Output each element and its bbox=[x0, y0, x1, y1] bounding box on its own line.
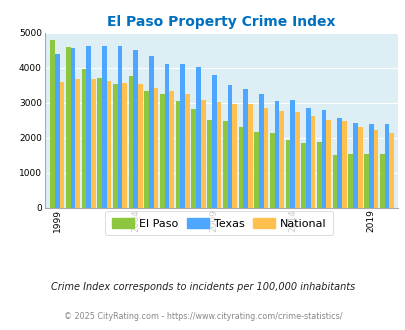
Bar bbox=[285, 140, 290, 208]
Bar bbox=[222, 121, 227, 208]
Bar bbox=[122, 83, 127, 208]
Bar bbox=[169, 91, 174, 208]
Bar bbox=[258, 93, 263, 208]
Bar bbox=[347, 154, 352, 208]
Bar bbox=[97, 79, 102, 208]
Legend: El Paso, Texas, National: El Paso, Texas, National bbox=[105, 211, 332, 235]
Bar bbox=[180, 64, 185, 208]
Bar bbox=[294, 113, 299, 208]
Bar bbox=[263, 108, 268, 208]
Bar bbox=[357, 127, 362, 208]
Bar bbox=[117, 46, 122, 208]
Bar bbox=[326, 120, 330, 208]
Bar bbox=[238, 127, 243, 208]
Bar bbox=[185, 94, 190, 208]
Bar bbox=[227, 85, 232, 208]
Bar bbox=[55, 54, 60, 208]
Bar bbox=[86, 46, 91, 208]
Bar bbox=[341, 121, 346, 208]
Bar bbox=[243, 89, 247, 208]
Bar bbox=[388, 133, 393, 208]
Bar bbox=[373, 130, 377, 208]
Bar bbox=[363, 154, 368, 208]
Bar bbox=[379, 154, 384, 208]
Bar bbox=[368, 124, 373, 208]
Bar bbox=[305, 108, 310, 208]
Bar bbox=[247, 104, 252, 208]
Bar bbox=[144, 91, 149, 208]
Bar bbox=[60, 82, 64, 208]
Text: Crime Index corresponds to incidents per 100,000 inhabitants: Crime Index corresponds to incidents per… bbox=[51, 282, 354, 292]
Bar bbox=[128, 76, 133, 208]
Bar bbox=[384, 124, 388, 208]
Bar bbox=[160, 94, 164, 208]
Bar bbox=[269, 133, 274, 208]
Bar bbox=[274, 101, 279, 208]
Bar bbox=[75, 79, 80, 208]
Bar bbox=[332, 155, 337, 208]
Bar bbox=[337, 118, 341, 208]
Bar bbox=[149, 56, 153, 208]
Bar bbox=[66, 47, 70, 208]
Bar bbox=[50, 40, 55, 208]
Bar bbox=[216, 102, 221, 208]
Bar bbox=[164, 64, 169, 208]
Bar bbox=[321, 110, 326, 208]
Bar bbox=[352, 123, 357, 208]
Bar bbox=[196, 67, 200, 208]
Bar bbox=[207, 120, 211, 208]
Bar bbox=[138, 84, 143, 208]
Text: © 2025 CityRating.com - https://www.cityrating.com/crime-statistics/: © 2025 CityRating.com - https://www.city… bbox=[64, 312, 341, 321]
Bar bbox=[200, 100, 205, 208]
Bar bbox=[254, 132, 258, 208]
Bar bbox=[81, 69, 86, 208]
Bar bbox=[102, 46, 107, 208]
Bar bbox=[310, 115, 315, 208]
Bar bbox=[232, 104, 237, 208]
Title: El Paso Property Crime Index: El Paso Property Crime Index bbox=[107, 15, 335, 29]
Bar bbox=[70, 49, 75, 208]
Bar bbox=[211, 75, 216, 208]
Bar bbox=[191, 109, 196, 208]
Bar bbox=[153, 88, 158, 208]
Bar bbox=[279, 111, 284, 208]
Bar bbox=[107, 81, 111, 208]
Bar bbox=[113, 84, 117, 208]
Bar bbox=[175, 101, 180, 208]
Bar bbox=[91, 79, 96, 208]
Bar bbox=[290, 100, 294, 208]
Bar bbox=[316, 143, 321, 208]
Bar bbox=[301, 143, 305, 208]
Bar bbox=[133, 50, 138, 208]
